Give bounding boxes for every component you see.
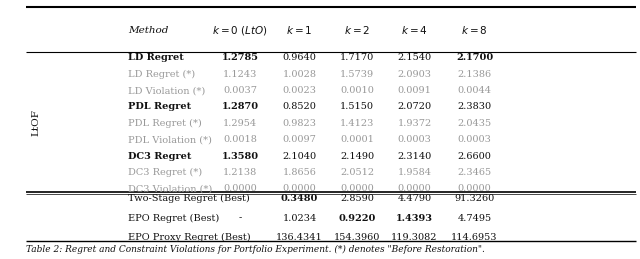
Text: -: - (239, 214, 242, 223)
Text: 0.3480: 0.3480 (281, 194, 318, 203)
Text: 1.0234: 1.0234 (282, 214, 317, 223)
Text: 1.4393: 1.4393 (396, 214, 433, 223)
Text: 1.5150: 1.5150 (340, 103, 374, 111)
Text: 0.0001: 0.0001 (340, 135, 374, 144)
Text: 0.9220: 0.9220 (339, 214, 376, 223)
Text: 2.0512: 2.0512 (340, 168, 374, 177)
Text: 1.5739: 1.5739 (340, 70, 374, 79)
Text: LtOF: LtOF (31, 110, 40, 136)
Text: PDL Violation (*): PDL Violation (*) (129, 135, 212, 144)
Text: 1.2785: 1.2785 (221, 53, 259, 62)
Text: 154.3960: 154.3960 (334, 233, 380, 242)
Text: 136.4341: 136.4341 (276, 233, 323, 242)
Text: 2.0903: 2.0903 (397, 70, 431, 79)
Text: $k=8$: $k=8$ (461, 24, 488, 36)
Text: -: - (239, 194, 242, 203)
Text: 0.0000: 0.0000 (223, 184, 257, 193)
Text: 0.0000: 0.0000 (283, 184, 316, 193)
Text: 0.0023: 0.0023 (283, 86, 317, 95)
Text: 0.0003: 0.0003 (397, 135, 431, 144)
Text: PDL Regret (*): PDL Regret (*) (129, 119, 202, 128)
Text: 4.4790: 4.4790 (397, 194, 431, 203)
Text: 1.2954: 1.2954 (223, 119, 257, 128)
Text: 2.1540: 2.1540 (397, 53, 431, 62)
Text: EPO Regret (Best): EPO Regret (Best) (129, 214, 220, 223)
Text: 0.0000: 0.0000 (458, 184, 492, 193)
Text: LD Regret: LD Regret (129, 53, 184, 62)
Text: 2.0435: 2.0435 (458, 119, 492, 128)
Text: 2.0720: 2.0720 (397, 103, 431, 111)
Text: 2.3465: 2.3465 (458, 168, 492, 177)
Text: Two-Stage Regret (Best): Two-Stage Regret (Best) (129, 194, 250, 203)
Text: 0.0003: 0.0003 (458, 135, 492, 144)
Text: 4.7495: 4.7495 (458, 214, 492, 223)
Text: 0.0044: 0.0044 (458, 86, 492, 95)
Text: DC3 Regret (*): DC3 Regret (*) (129, 168, 202, 177)
Text: 0.0037: 0.0037 (223, 86, 257, 95)
Text: 0.9823: 0.9823 (283, 119, 317, 128)
Text: 2.8590: 2.8590 (340, 194, 374, 203)
Text: 2.1490: 2.1490 (340, 152, 374, 161)
Text: Method: Method (129, 26, 169, 35)
Text: 1.8656: 1.8656 (283, 168, 317, 177)
Text: DC3 Regret: DC3 Regret (129, 152, 192, 161)
Text: 0.0000: 0.0000 (397, 184, 431, 193)
Text: 2.3140: 2.3140 (397, 152, 431, 161)
Text: 0.9640: 0.9640 (283, 53, 317, 62)
Text: 0.0097: 0.0097 (283, 135, 317, 144)
Text: 1.2138: 1.2138 (223, 168, 257, 177)
Text: 114.6953: 114.6953 (451, 233, 498, 242)
Text: 1.0028: 1.0028 (283, 70, 317, 79)
Text: $k=1$: $k=1$ (286, 24, 313, 36)
Text: EPO Proxy Regret (Best): EPO Proxy Regret (Best) (129, 233, 251, 242)
Text: PDL Regret: PDL Regret (129, 103, 191, 111)
Text: 1.3580: 1.3580 (221, 152, 259, 161)
Text: 1.4123: 1.4123 (340, 119, 374, 128)
Text: 0.8520: 0.8520 (283, 103, 317, 111)
Text: 0.0000: 0.0000 (340, 184, 374, 193)
Text: 91.3260: 91.3260 (454, 194, 495, 203)
Text: 1.7170: 1.7170 (340, 53, 374, 62)
Text: $k=2$: $k=2$ (344, 24, 370, 36)
Text: $k=0$ $(LtO)$: $k=0$ $(LtO)$ (212, 24, 268, 37)
Text: LD Violation (*): LD Violation (*) (129, 86, 205, 95)
Text: LD Regret (*): LD Regret (*) (129, 70, 196, 79)
Text: 0.0018: 0.0018 (223, 135, 257, 144)
Text: $k=4$: $k=4$ (401, 24, 428, 36)
Text: 0.0091: 0.0091 (397, 86, 431, 95)
Text: Table 2: Regret and Constraint Violations for Portfolio Experiment. (*) denotes : Table 2: Regret and Constraint Violation… (26, 245, 485, 254)
Text: -: - (239, 233, 242, 242)
Text: 2.1700: 2.1700 (456, 53, 493, 62)
Text: DC3 Violation (*): DC3 Violation (*) (129, 184, 212, 193)
Text: 1.9584: 1.9584 (397, 168, 431, 177)
Text: 1.2870: 1.2870 (221, 103, 259, 111)
Text: 1.1243: 1.1243 (223, 70, 257, 79)
Text: 2.1040: 2.1040 (282, 152, 317, 161)
Text: 2.1386: 2.1386 (458, 70, 492, 79)
Text: 1.9372: 1.9372 (397, 119, 431, 128)
Text: 0.0010: 0.0010 (340, 86, 374, 95)
Text: 2.6600: 2.6600 (458, 152, 492, 161)
Text: 2.3830: 2.3830 (458, 103, 492, 111)
Text: 119.3082: 119.3082 (391, 233, 438, 242)
